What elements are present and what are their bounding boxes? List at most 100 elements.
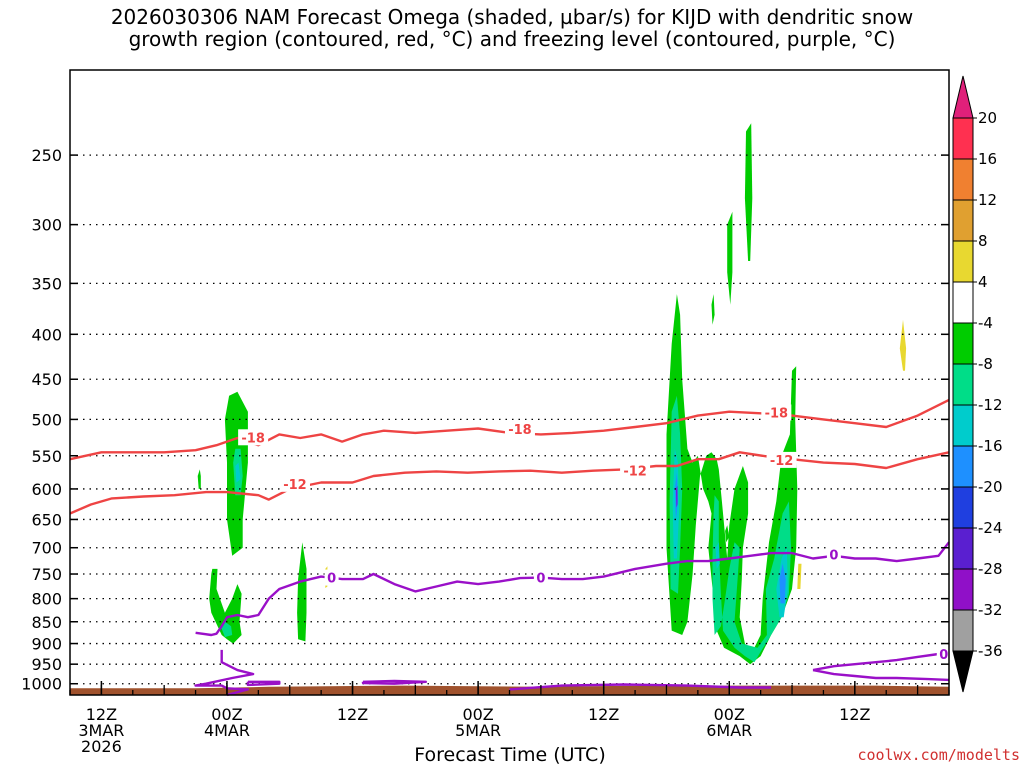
colorbar-bottom-arrow — [952, 650, 974, 693]
colorbar-swatch-10 — [952, 527, 974, 570]
contour-label-1-0: -12 — [283, 478, 307, 493]
chart-title: 2026030306 NAM Forecast Omega (shaded, µ… — [110, 5, 914, 51]
omega-region-16 — [715, 542, 720, 569]
y-tick-label-700: 700 — [31, 539, 62, 558]
y-tick-label-500: 500 — [31, 410, 62, 429]
colorbar-label-13: -36 — [978, 642, 1003, 660]
y-tick-label-250: 250 — [31, 146, 62, 165]
contour-line-7 — [361, 679, 427, 685]
contour-label-bg-2-1 — [533, 569, 548, 586]
contour-label-bg-0-2 — [761, 404, 792, 421]
colorbar-label-0: 20 — [978, 109, 997, 127]
omega-region-17 — [711, 294, 715, 325]
contour-line-5 — [812, 668, 950, 682]
x-tick-label-6: 12Z — [839, 705, 870, 724]
y-tick-label-450: 450 — [31, 370, 62, 389]
omega-region-3 — [209, 568, 242, 644]
omega-region-13 — [712, 495, 791, 663]
colorbar-swatch-11 — [952, 568, 974, 611]
contour-label-bg-2-2 — [826, 546, 841, 563]
contour-labels: -18 -18 -18 -12 -12 -12 0 0 0 0 — [238, 404, 951, 663]
x-tick-label-1: 00Z 4MAR — [204, 705, 250, 740]
y-tick-label-1000: 1000 — [21, 675, 62, 694]
contour-label-bg-1-1 — [620, 462, 651, 479]
y-tick-label-900: 900 — [31, 635, 62, 654]
contour-label-bg-2-3 — [936, 645, 951, 662]
colorbar-top-arrow — [952, 75, 974, 119]
y-tick-label-300: 300 — [31, 216, 62, 235]
y-tick-label-650: 650 — [31, 510, 62, 529]
y-tick-label-750: 750 — [31, 565, 62, 584]
contour-label-bg-2-0 — [324, 569, 339, 586]
colorbar-label-1: 16 — [978, 150, 997, 168]
colorbar-swatch-12 — [952, 609, 974, 652]
colorbar-swatch-3 — [952, 240, 974, 283]
omega-region-4 — [220, 621, 233, 638]
y-axis-ticks: 250 300 350 400 450 500 550 600 650 700 750 800 850 9… — [21, 146, 949, 694]
contour-lines — [69, 398, 950, 697]
x-tick-label-3: 00Z 5MAR — [455, 705, 501, 740]
source-credit: coolwx.com/modelts — [857, 746, 1020, 764]
colorbar-label-9: -20 — [978, 478, 1003, 496]
colorbar-label-8: -16 — [978, 437, 1003, 455]
colorbar-label-7: -12 — [978, 396, 1003, 414]
colorbar: 20 16 12 8 4 -4 -8 -12 -16 -20 -24 -28 -32 -36 — [952, 75, 1003, 693]
contour-label-bg-0-1 — [504, 421, 535, 438]
y-tick-label-600: 600 — [31, 480, 62, 499]
colorbar-swatch-2 — [952, 199, 974, 242]
y-tick-label-400: 400 — [31, 325, 62, 344]
omega-region-18 — [727, 211, 733, 305]
omega-region-22 — [797, 563, 802, 589]
y-tick-label-550: 550 — [31, 447, 62, 466]
y-tick-label-950: 950 — [31, 655, 62, 674]
colorbar-swatch-0 — [952, 117, 974, 160]
colorbar-swatch-4 — [952, 281, 974, 324]
y-tick-label-800: 800 — [31, 590, 62, 609]
contour-label-bg-1-0 — [279, 475, 310, 492]
contour-line-1 — [69, 451, 950, 515]
colorbar-label-11: -28 — [978, 560, 1003, 578]
x-tick-label-5: 00Z 6MAR — [706, 705, 752, 740]
plot-frame — [69, 69, 950, 696]
colorbar-swatch-8 — [952, 445, 974, 488]
contour-label-0-2: -18 — [765, 406, 789, 421]
contour-label-2-0: 0 — [327, 572, 336, 587]
x-axis-ticks: 12Z 3MAR 2026 00Z 4MAR 12Z 00Z 5MAR 12Z 00Z 6MAR 12… — [69, 681, 950, 756]
contour-label-2-2: 0 — [829, 549, 838, 564]
colorbar-swatch-1 — [952, 158, 974, 201]
omega-region-20 — [725, 525, 730, 543]
omega-shading — [197, 123, 907, 665]
colorbar-label-4: 4 — [978, 273, 988, 291]
colorbar-swatch-5 — [952, 322, 974, 365]
x-axis-label: Forecast Time (UTC) — [414, 744, 606, 766]
contour-line-8 — [509, 683, 772, 691]
omega-region-6 — [297, 542, 307, 642]
contour-line-6 — [246, 680, 281, 687]
contour-label-2-3: 0 — [939, 648, 948, 663]
x-tick-label-2: 12Z — [337, 705, 368, 724]
colorbar-label-12: -32 — [978, 601, 1003, 619]
omega-region-21 — [899, 319, 907, 371]
contour-label-0-1: -18 — [508, 423, 532, 438]
omega-region-19 — [744, 123, 753, 261]
contour-line-2 — [194, 649, 255, 697]
x-tick-label-4: 12Z — [588, 705, 619, 724]
omega-region-15 — [779, 563, 786, 604]
omega-region-12 — [675, 485, 678, 508]
colorbar-swatch-6 — [952, 363, 974, 406]
contour-line-4 — [812, 651, 950, 672]
colorbar-label-6: -8 — [978, 355, 993, 373]
colorbar-swatch-9 — [952, 486, 974, 529]
y-tick-label-850: 850 — [31, 613, 62, 632]
colorbar-swatch-7 — [952, 404, 974, 447]
y-tick-label-350: 350 — [31, 274, 62, 293]
colorbar-label-3: 8 — [978, 232, 988, 250]
contour-label-bg-0-0 — [238, 429, 269, 446]
colorbar-label-5: -4 — [978, 314, 993, 332]
omega-region-5 — [197, 469, 201, 489]
contour-label-2-1: 0 — [536, 572, 545, 587]
contour-label-1-2: -12 — [770, 454, 794, 469]
contour-line-3 — [195, 541, 950, 637]
contour-label-1-1: -12 — [623, 465, 647, 480]
